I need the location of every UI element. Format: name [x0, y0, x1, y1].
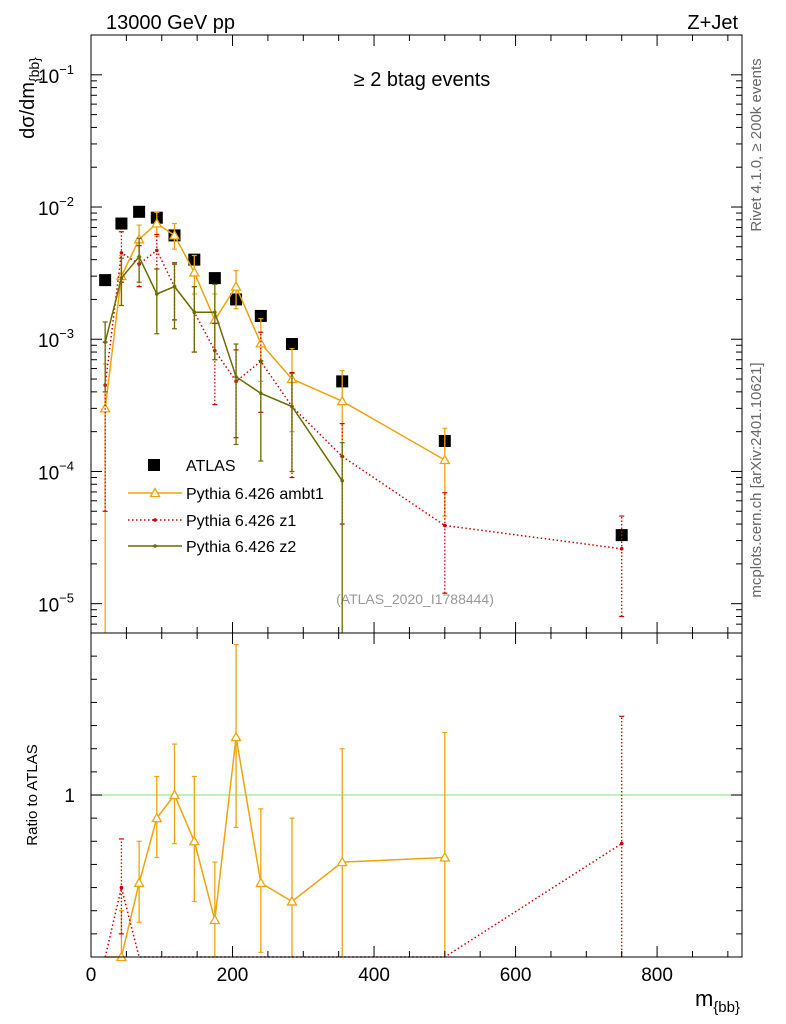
- ratio-pythia-6-426-z1-point: [619, 841, 624, 846]
- ratio-x-tick-label: 200: [217, 965, 249, 986]
- process-label: Z+Jet: [687, 12, 738, 34]
- main-y-axis-label: dσ/dm{bb}: [17, 57, 42, 139]
- selection-label: ≥ 2 btag events: [354, 69, 491, 91]
- main-pythia-6-426-ambt1-point: [168, 229, 181, 240]
- legend: ATLAS Pythia 6.426 ambt1 Pythia 6.426 z1…: [128, 458, 324, 556]
- legend-z2-label: Pythia 6.426 z2: [186, 539, 296, 556]
- main-pythia-6-426-z1-point: [155, 248, 159, 253]
- main-y-tick-label-exponent: −5: [59, 591, 74, 606]
- main-atlas-point: [254, 309, 267, 322]
- main-pythia-6-426-ambt1-point: [439, 454, 451, 465]
- energy-label: 13000 GeV pp: [106, 12, 235, 34]
- x-axis-label-sub: {bb}: [713, 999, 740, 1016]
- main-y-tick-label-exponent: −2: [59, 194, 74, 209]
- ratio-pythia-6-426-ambt1-point: [168, 789, 181, 800]
- main-y-tick-label-base: 10: [38, 331, 59, 352]
- main-atlas-point: [115, 217, 128, 230]
- main-pythia-6-426-z1-point: [443, 523, 447, 528]
- main-y-tick-label-exponent: −3: [59, 326, 74, 341]
- ratio-series-layer: [91, 643, 742, 962]
- main-pythia-6-426-ambt1-point: [151, 217, 163, 228]
- main-pythia-6-426-ambt1-point: [336, 395, 348, 406]
- main-series-layer: [99, 205, 628, 633]
- ratio-y-axis-label: Ratio to ATLAS: [24, 744, 41, 845]
- ratio-pythia-6-426-ambt1-point: [439, 851, 451, 862]
- ratio-x-tick-label: 0: [86, 965, 97, 986]
- main-pythia-6-426-ambt1-point: [188, 266, 200, 277]
- ratio-x-tick-label: 400: [358, 965, 390, 986]
- mcplots-label: mcplots.cern.ch [arXiv:2401.10621]: [748, 362, 765, 597]
- main-pythia-6-426-z2-point: [192, 310, 197, 315]
- ratio-pythia-6-426-ambt1-point: [255, 877, 267, 888]
- main-pythia-6-426-ambt1-point: [255, 337, 267, 348]
- main-y-tick-label-exponent: −4: [59, 458, 74, 473]
- ratio-x-tick-label: 600: [500, 965, 532, 986]
- main-pythia-6-426-z2-point: [234, 374, 238, 379]
- ratio-pythia-6-426-ambt1-point: [286, 895, 298, 906]
- ratio-pythia-6-426-ambt1-line: [105, 736, 445, 958]
- legend-z1-label: Pythia 6.426 z1: [186, 513, 296, 530]
- ratio-pythia-6-426-ambt1-point: [133, 877, 145, 888]
- ratio-pythia-6-426-ambt1-point: [230, 731, 242, 742]
- main-y-tick-label-base: 10: [38, 199, 59, 220]
- main-pythia-6-426-z2-point: [172, 284, 177, 289]
- legend-z1-marker: [153, 518, 157, 522]
- ratio-pythia-6-426-ambt1-point: [151, 812, 163, 823]
- main-atlas-point: [99, 274, 112, 287]
- legend-ambt1-marker: [149, 487, 161, 498]
- main-y-axis-label-sub: {bb}: [26, 57, 42, 82]
- ratio-x-tick-label: 800: [641, 965, 673, 986]
- main-pythia-6-426-z2-point: [155, 292, 159, 296]
- ratio-pythia-6-426-ambt1-point: [188, 835, 200, 846]
- main-y-tick-label: 10−4: [38, 458, 74, 484]
- ratio-axes-layer: 0 200 400 600 800 1: [64, 632, 743, 986]
- main-y-tick-label-base: 10: [38, 596, 59, 617]
- main-pythia-6-426-z2-point: [340, 478, 345, 483]
- main-y-tick-label: 10−1: [38, 62, 74, 88]
- main-atlas-point: [133, 205, 146, 218]
- x-axis-label: m{bb}: [695, 986, 740, 1016]
- legend-atlas-marker: [148, 459, 160, 471]
- main-atlas-point: [285, 338, 298, 351]
- main-pythia-6-426-z2-point: [259, 391, 263, 396]
- main-pythia-6-426-z2-point: [213, 310, 217, 315]
- main-pythia-6-426-z2-point: [103, 340, 107, 344]
- main-y-tick-label: 10−3: [38, 326, 74, 352]
- legend-z2-marker: [153, 544, 157, 548]
- main-pythia-6-426-z2-point: [290, 404, 294, 409]
- main-pythia-6-426-z1-point: [619, 547, 624, 551]
- main-pythia-6-426-z2-point: [137, 255, 141, 259]
- ratio-pythia-6-426-z1-point: [119, 885, 124, 890]
- main-pythia-6-426-z2-point: [119, 276, 124, 280]
- x-axis-label-main: m: [695, 986, 713, 1011]
- main-y-axis-label-main: dσ/dm: [17, 82, 39, 139]
- main-y-tick-label: 10−5: [38, 591, 74, 617]
- main-y-tick-label: 10−2: [38, 194, 74, 220]
- main-y-tick-label-exponent: −1: [59, 62, 74, 77]
- main-atlas-point: [208, 272, 221, 285]
- main-pythia-6-426-ambt1-point: [230, 280, 242, 291]
- ratio-pythia-6-426-ambt1-point: [336, 856, 348, 867]
- main-y-tick-label-base: 10: [38, 463, 59, 484]
- ratio-y-tick-label: 1: [64, 786, 75, 807]
- legend-atlas-label: ATLAS: [186, 458, 236, 475]
- rivet-version-label: Rivet 4.1.0, ≥ 200k events: [748, 58, 765, 231]
- ratio-pythia-6-426-ambt1-point: [209, 914, 221, 925]
- analysis-id-label: (ATLAS_2020_I1788444): [336, 591, 494, 607]
- main-pythia-6-426-z1-point: [119, 251, 124, 255]
- main-pythia-6-426-ambt1-line: [104, 222, 446, 461]
- legend-ambt1-label: Pythia 6.426 ambt1: [186, 486, 324, 503]
- main-y-tick-label-base: 10: [38, 67, 59, 88]
